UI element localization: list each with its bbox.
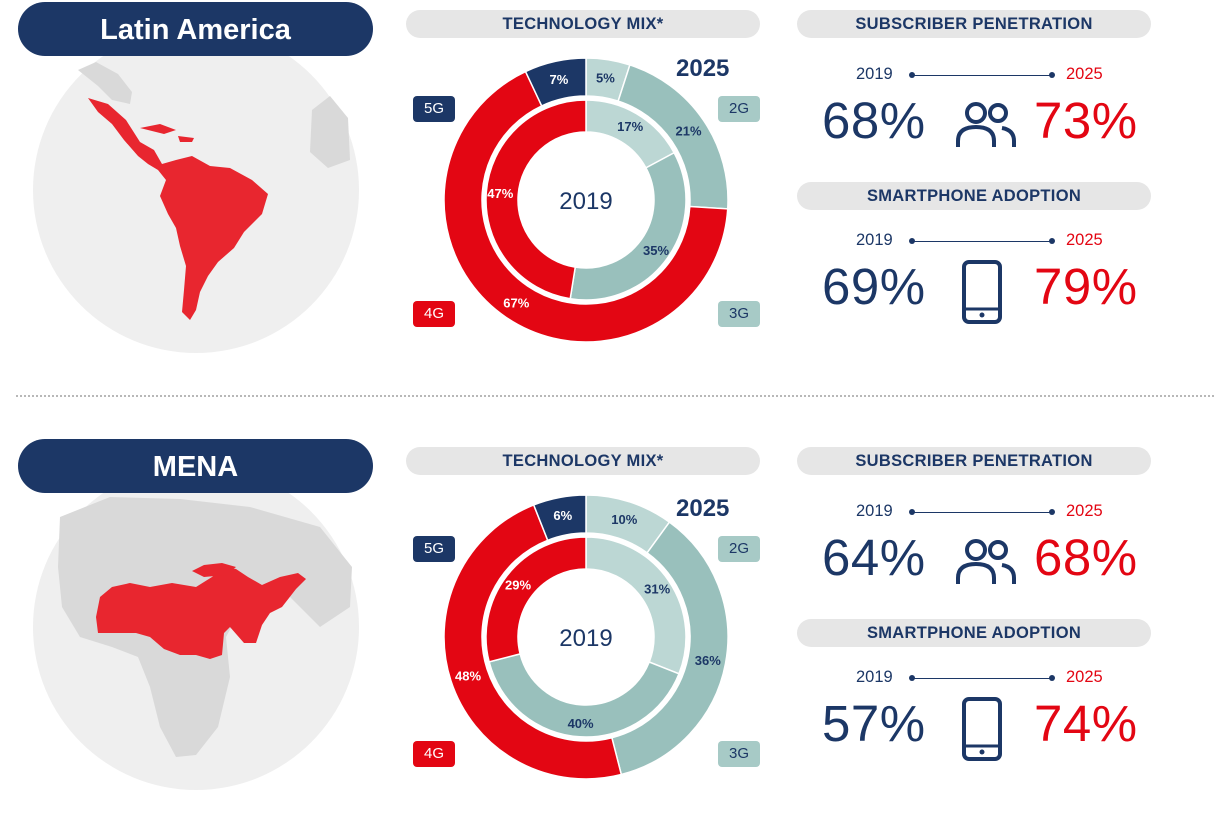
region-title: Latin America	[18, 2, 373, 56]
legend-4g: 4G	[413, 741, 455, 767]
timeline-connector	[909, 509, 1055, 515]
value-2019: 57%	[822, 695, 926, 752]
inner-ring-label-2g: 31%	[644, 582, 670, 597]
inner-ring-slice-3g	[569, 151, 687, 301]
year-to: 2025	[1066, 502, 1103, 520]
legend-4g: 4G	[413, 301, 455, 327]
technology-mix-donut: 10% 36% 48% 6% 31% 40% 29% 2019	[443, 494, 729, 780]
outer-ring-label-3g: 36%	[695, 653, 721, 668]
latin-america-map	[33, 27, 359, 353]
section-divider	[16, 395, 1214, 397]
subscriber-penetration-metric: 2019 2025 68% 73%	[800, 65, 1150, 175]
smartphone-adoption-metric: 2019 2025 57% 74%	[800, 668, 1150, 778]
legend-3g: 3G	[718, 301, 760, 327]
legend-2g: 2G	[718, 536, 760, 562]
center-year-label: 2019	[559, 188, 612, 215]
people-icon	[956, 102, 1016, 147]
value-2025: 74%	[1034, 695, 1138, 752]
subscriber-penetration-metric: 2019 2025 64% 68%	[800, 502, 1150, 612]
timeline-connector	[909, 72, 1055, 78]
region-latin-america: Latin America TECHNOLOGY MIX* 5% 21% 67% 7%…	[0, 0, 1215, 380]
inner-ring-slice-3g	[488, 652, 680, 738]
region-title: MENA	[18, 439, 373, 493]
outer-ring-year-label: 2025	[676, 55, 730, 82]
outer-ring-label-2g: 5%	[596, 71, 615, 86]
outer-ring-label-3g: 21%	[676, 123, 702, 138]
value-2019: 68%	[822, 92, 926, 149]
year-to: 2025	[1066, 65, 1103, 83]
technology-mix-header: TECHNOLOGY MIX*	[406, 447, 760, 475]
value-2019: 69%	[822, 258, 926, 315]
value-2025: 79%	[1034, 258, 1138, 315]
people-icon	[956, 539, 1016, 584]
smartphone-adoption-metric: 2019 2025 69% 79%	[800, 231, 1150, 341]
center-year-label: 2019	[559, 625, 612, 652]
smartphone-adoption-header: SMARTPHONE ADOPTION	[797, 182, 1151, 210]
technology-mix-header: TECHNOLOGY MIX*	[406, 10, 760, 38]
inner-ring-label-3g: 40%	[568, 716, 594, 731]
year-from: 2019	[856, 502, 893, 520]
outer-ring-label-4g: 67%	[503, 296, 529, 311]
legend-5g: 5G	[413, 536, 455, 562]
smartphone-icon	[962, 697, 1002, 761]
year-from: 2019	[856, 65, 893, 83]
inner-ring-slice-4g	[485, 99, 587, 300]
year-from: 2019	[856, 668, 893, 686]
timeline-connector	[909, 675, 1055, 681]
outer-ring-label-4g: 48%	[455, 668, 481, 683]
year-from: 2019	[856, 231, 893, 249]
timeline-connector	[909, 238, 1055, 244]
smartphone-adoption-header: SMARTPHONE ADOPTION	[797, 619, 1151, 647]
value-2025: 68%	[1034, 529, 1138, 586]
year-to: 2025	[1066, 668, 1103, 686]
mena-map	[33, 464, 359, 790]
outer-ring-label-5g: 7%	[550, 72, 569, 87]
year-to: 2025	[1066, 231, 1103, 249]
subscriber-penetration-header: SUBSCRIBER PENETRATION	[797, 10, 1151, 38]
smartphone-icon	[962, 260, 1002, 324]
outer-ring-label-2g: 10%	[611, 512, 637, 527]
outer-ring-year-label: 2025	[676, 495, 730, 522]
inner-ring-slice-4g	[485, 536, 587, 663]
technology-mix-donut: 5% 21% 67% 7% 17% 35% 47% 2019	[443, 57, 729, 343]
subscriber-penetration-header: SUBSCRIBER PENETRATION	[797, 447, 1151, 475]
outer-ring-label-5g: 6%	[553, 508, 572, 523]
inner-ring-label-4g: 29%	[505, 577, 531, 592]
value-2019: 64%	[822, 529, 926, 586]
legend-5g: 5G	[413, 96, 455, 122]
inner-ring-label-2g: 17%	[617, 119, 643, 134]
inner-ring-label-3g: 35%	[643, 243, 669, 258]
legend-2g: 2G	[718, 96, 760, 122]
region-mena: MENA TECHNOLOGY MIX* 10% 36% 48% 6% 31% 40% 29…	[0, 437, 1215, 817]
legend-3g: 3G	[718, 741, 760, 767]
value-2025: 73%	[1034, 92, 1138, 149]
inner-ring-label-4g: 47%	[487, 186, 513, 201]
